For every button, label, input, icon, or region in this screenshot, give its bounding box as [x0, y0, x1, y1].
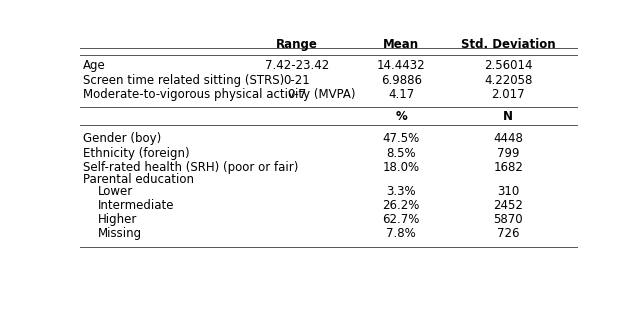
- Text: 26.2%: 26.2%: [383, 199, 420, 212]
- Text: 4448: 4448: [493, 132, 523, 145]
- Text: 1682: 1682: [493, 160, 523, 174]
- Text: Screen time related sitting (STRS): Screen time related sitting (STRS): [83, 74, 284, 87]
- Text: 7.8%: 7.8%: [386, 227, 416, 240]
- Text: %: %: [395, 110, 407, 123]
- Text: 47.5%: 47.5%: [383, 132, 420, 145]
- Text: 14.4432: 14.4432: [377, 59, 426, 72]
- Text: 2.017: 2.017: [491, 88, 525, 101]
- Text: 0-7: 0-7: [287, 88, 306, 101]
- Text: Range: Range: [276, 38, 318, 51]
- Text: Mean: Mean: [383, 38, 419, 51]
- Text: 4.17: 4.17: [388, 88, 414, 101]
- Text: N: N: [503, 110, 513, 123]
- Text: 310: 310: [497, 185, 519, 198]
- Text: 8.5%: 8.5%: [386, 147, 416, 160]
- Text: 2452: 2452: [493, 199, 523, 212]
- Text: Missing: Missing: [98, 227, 142, 240]
- Text: 18.0%: 18.0%: [383, 160, 420, 174]
- Text: Lower: Lower: [98, 185, 133, 198]
- Text: Intermediate: Intermediate: [98, 199, 174, 212]
- Text: Moderate-to-vigorous physical activity (MVPA): Moderate-to-vigorous physical activity (…: [83, 88, 355, 101]
- Text: 726: 726: [497, 227, 519, 240]
- Text: Std. Deviation: Std. Deviation: [461, 38, 555, 51]
- Text: Self-rated health (SRH) (poor or fair): Self-rated health (SRH) (poor or fair): [83, 160, 298, 174]
- Text: 799: 799: [497, 147, 519, 160]
- Text: Ethnicity (foreign): Ethnicity (foreign): [83, 147, 189, 160]
- Text: 6.9886: 6.9886: [381, 74, 422, 87]
- Text: 4.22058: 4.22058: [484, 74, 532, 87]
- Text: 62.7%: 62.7%: [383, 213, 420, 226]
- Text: 7.42-23.42: 7.42-23.42: [265, 59, 329, 72]
- Text: Gender (boy): Gender (boy): [83, 132, 161, 145]
- Text: 2.56014: 2.56014: [484, 59, 532, 72]
- Text: 0-21: 0-21: [283, 74, 310, 87]
- Text: 5870: 5870: [493, 213, 523, 226]
- Text: Higher: Higher: [98, 213, 137, 226]
- Text: Parental education: Parental education: [83, 173, 194, 186]
- Text: Age: Age: [83, 59, 105, 72]
- Text: 3.3%: 3.3%: [386, 185, 416, 198]
